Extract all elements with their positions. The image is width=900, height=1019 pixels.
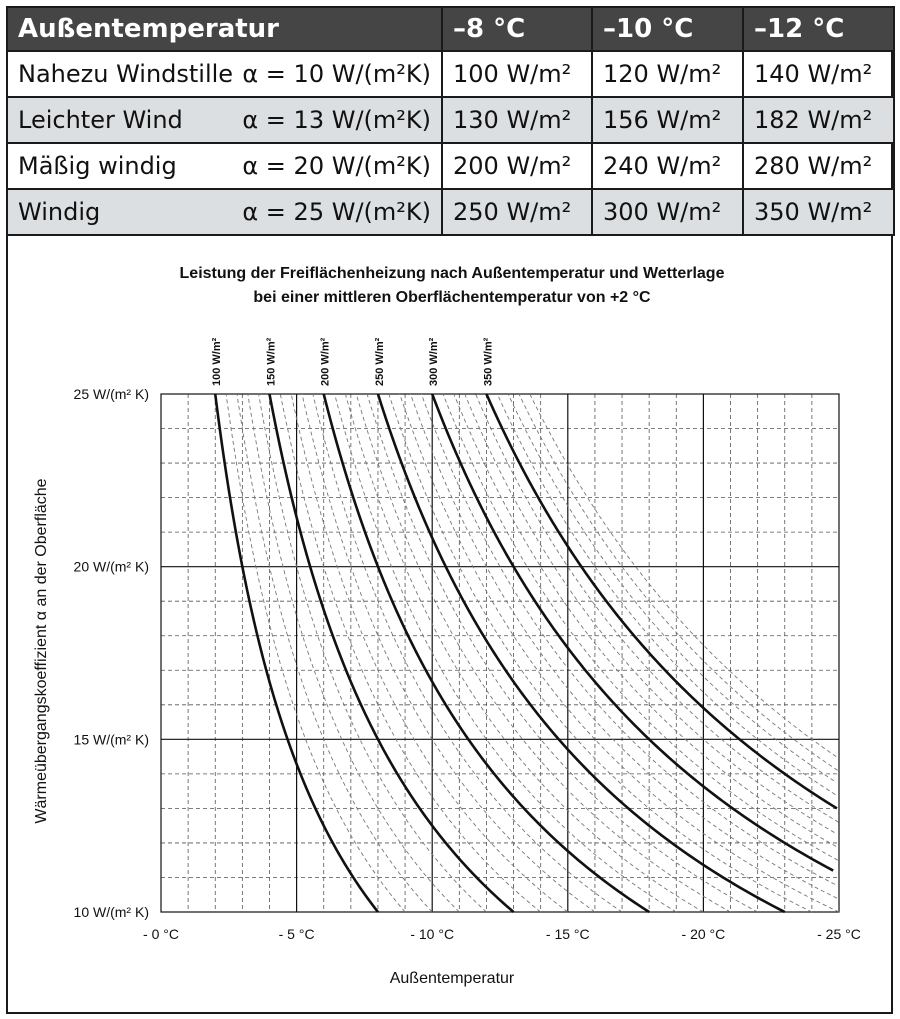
- intermediate-curve: [355, 393, 731, 913]
- intermediate-curve: [301, 393, 596, 913]
- x-axis-label: Außentemperatur: [390, 970, 515, 987]
- value-cell: 182 W/m²: [742, 96, 895, 144]
- alpha-label: α = 10 W/(m²K): [242, 60, 431, 88]
- condition-cell: Leichter Wind α = 13 W/(m²K): [6, 96, 443, 144]
- series-curve: [430, 393, 834, 872]
- intermediate-curve: [453, 393, 837, 847]
- series-label: 250 W/m²: [374, 337, 386, 386]
- intermediate-curve: [258, 393, 487, 913]
- condition-cell: Nahezu Windstille α = 10 W/(m²K): [6, 50, 443, 98]
- x-tick-label: - 15 °C: [546, 926, 590, 942]
- series-curve: [268, 393, 515, 913]
- value-cell: 140 W/m²: [742, 50, 895, 98]
- series-label: 200 W/m²: [320, 337, 332, 386]
- plot-border: [160, 393, 840, 913]
- x-tick-label: - 5 °C: [279, 926, 315, 942]
- condition-label: Nahezu Windstille: [18, 60, 234, 88]
- intermediate-curve: [312, 393, 623, 913]
- intermediate-curve: [344, 393, 704, 913]
- value-cell: 280 W/m²: [742, 142, 895, 190]
- intermediate-curve: [464, 393, 835, 833]
- alpha-label: α = 25 W/(m²K): [242, 198, 431, 226]
- table-header-temp: –8 °C: [441, 6, 593, 52]
- intermediate-curve: [247, 393, 460, 913]
- intermediate-curve: [442, 393, 839, 861]
- series-curve: [213, 393, 379, 913]
- intermediate-curve: [399, 393, 840, 913]
- alpha-label: α = 20 W/(m²K): [242, 152, 431, 180]
- condition-label: Mäßig windig: [18, 152, 177, 180]
- value-cell: 156 W/m²: [591, 96, 744, 144]
- y-tick-label: 10 W/(m² K): [74, 904, 149, 920]
- intermediate-curve: [420, 393, 836, 885]
- intermediate-curve: [507, 393, 835, 782]
- series-label: 300 W/m²: [428, 337, 440, 386]
- alpha-label: α = 13 W/(m²K): [242, 106, 431, 134]
- chart-subtitle: bei einer mittleren Oberflächentemperatu…: [253, 289, 651, 306]
- value-cell: 120 W/m²: [591, 50, 744, 98]
- table-row: Mäßig windig α = 20 W/(m²K) 200 W/m² 240 …: [6, 142, 895, 190]
- condition-label: Leichter Wind: [18, 106, 183, 134]
- series-label: 350 W/m²: [482, 337, 494, 386]
- table-header-row: Außentemperatur –8 °C –10 °C –12 °C: [6, 6, 895, 52]
- intermediate-curve: [410, 393, 838, 899]
- value-cell: 250 W/m²: [441, 188, 593, 236]
- value-cell: 130 W/m²: [441, 96, 593, 144]
- value-cell: 100 W/m²: [441, 50, 593, 98]
- condition-label: Windig: [18, 198, 101, 226]
- intermediate-curve: [366, 393, 758, 913]
- series-label: 100 W/m²: [211, 337, 223, 386]
- series-label: 150 W/m²: [265, 337, 277, 386]
- table-row: Leichter Wind α = 13 W/(m²K) 130 W/m² 156…: [6, 96, 895, 144]
- intermediate-curve: [225, 393, 406, 913]
- chart-area: Leistung der Freiflächenheizung nach Auß…: [6, 236, 893, 1014]
- condition-cell: Windig α = 25 W/(m²K): [6, 188, 443, 236]
- chart-title: Leistung der Freiflächenheizung nach Auß…: [180, 265, 725, 282]
- heating-table: Außentemperatur –8 °C –10 °C –12 °C Nahe…: [6, 6, 895, 236]
- intermediate-curve: [388, 393, 813, 913]
- intermediate-curve: [236, 393, 433, 913]
- x-tick-label: - 25 °C: [817, 926, 861, 942]
- x-tick-label: - 10 °C: [410, 926, 454, 942]
- x-tick-label: - 0 °C: [143, 926, 179, 942]
- value-cell: 350 W/m²: [742, 188, 895, 236]
- series-curve: [376, 393, 786, 914]
- intermediate-curve: [496, 393, 836, 795]
- y-axis-label: Wärmeübergangskoeffizient α an der Oberf…: [33, 478, 50, 823]
- value-cell: 300 W/m²: [591, 188, 744, 236]
- value-cell: 200 W/m²: [441, 142, 593, 190]
- intermediate-curve: [279, 393, 541, 913]
- table-header-temp: –12 °C: [742, 6, 895, 52]
- table-row: Windig α = 25 W/(m²K) 250 W/m² 300 W/m² 3…: [6, 188, 895, 236]
- value-cell: 240 W/m²: [591, 142, 744, 190]
- series-curve: [485, 393, 838, 810]
- x-tick-label: - 20 °C: [682, 926, 726, 942]
- y-tick-label: 15 W/(m² K): [74, 731, 149, 747]
- table-header-label: Außentemperatur: [6, 6, 443, 52]
- y-tick-label: 20 W/(m² K): [74, 559, 149, 575]
- y-tick-label: 25 W/(m² K): [74, 386, 149, 402]
- series-curve: [322, 393, 650, 914]
- table-row: Nahezu Windstille α = 10 W/(m²K) 100 W/m²…: [6, 50, 895, 98]
- power-chart: Leistung der Freiflächenheizung nach Auß…: [33, 265, 861, 987]
- intermediate-curve: [529, 393, 837, 757]
- intermediate-curve: [290, 393, 569, 913]
- intermediate-curve: [475, 393, 839, 823]
- intermediate-curve: [518, 393, 838, 771]
- table-header-temp: –10 °C: [591, 6, 744, 52]
- condition-cell: Mäßig windig α = 20 W/(m²K): [6, 142, 443, 190]
- intermediate-curve: [334, 393, 677, 913]
